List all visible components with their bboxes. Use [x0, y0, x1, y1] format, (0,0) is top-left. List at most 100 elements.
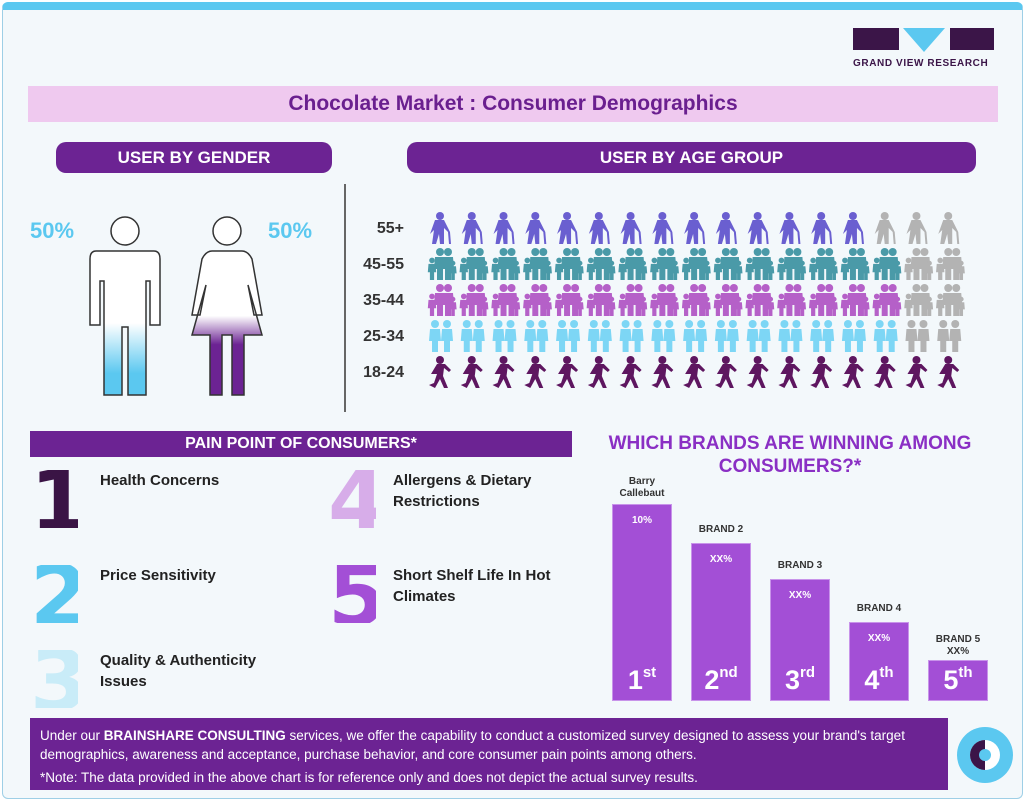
family-icon — [745, 248, 775, 280]
couple-icon — [429, 320, 453, 352]
couple-icon — [937, 320, 962, 352]
banner-note: *Note: The data provided in the above ch… — [40, 770, 698, 785]
running-person-icon — [460, 356, 483, 388]
elderly-person-icon — [715, 212, 737, 244]
logo-text: GRAND VIEW RESEARCH — [853, 58, 989, 69]
running-person-icon — [810, 356, 833, 388]
elderly-person-icon — [874, 212, 896, 244]
family-icon — [554, 248, 584, 280]
family-icon — [872, 248, 902, 280]
family-icon — [523, 248, 552, 280]
brand-rank: 3rd — [784, 664, 816, 695]
brand-label: Barry Callebaut — [612, 476, 672, 500]
pain-point-label: Allergens & Dietary Restrictions — [393, 472, 532, 510]
consulting-banner: Under our BRAINSHARE CONSULTING services… — [30, 718, 948, 790]
brand-value: XX% — [788, 590, 812, 601]
pain-point-number: 4 — [328, 470, 376, 528]
brand-name: BRAND 2 — [698, 524, 744, 535]
brand-bar: 10% 1st — [612, 504, 672, 701]
family-icon — [491, 248, 521, 280]
pain-point-label: Health Concerns — [100, 472, 220, 489]
family-icon — [808, 248, 838, 280]
couple-icon — [810, 320, 835, 352]
female-percent: 50% — [268, 218, 313, 243]
brand-label: BRAND 4 — [839, 603, 919, 615]
brand-rank: 1st — [627, 664, 657, 695]
age-pictogram-row — [429, 320, 962, 352]
banner-text: Under our — [40, 728, 104, 743]
age-label: 55+ — [376, 220, 404, 237]
brand-name: BRAND 5 — [935, 634, 981, 645]
age-heading: USER BY AGE GROUP — [407, 142, 976, 173]
male-icon — [89, 216, 161, 396]
elderly-person-icon — [620, 212, 642, 244]
banner-text: services, we offer the capability to con… — [40, 728, 905, 762]
family-icon — [491, 284, 521, 316]
family-icon — [618, 284, 648, 316]
couple-icon — [841, 320, 866, 352]
running-person-icon — [714, 356, 737, 388]
running-person-icon — [683, 356, 706, 388]
logo-block — [853, 28, 899, 50]
pain-points-heading: PAIN POINT OF CONSUMERS* — [30, 431, 572, 457]
family-icon — [586, 248, 616, 280]
brand-bar: XX% 2nd — [691, 543, 751, 701]
running-person-icon — [587, 356, 610, 388]
elderly-person-icon — [938, 212, 960, 244]
running-person-icon — [429, 356, 451, 388]
elderly-person-icon — [652, 212, 674, 244]
family-icon — [650, 284, 679, 316]
brand-value: XX% — [709, 554, 733, 565]
family-icon — [745, 284, 775, 316]
couple-icon — [460, 320, 485, 352]
brainshare-icon — [957, 727, 1013, 783]
brand-bar: XX% 4th — [849, 622, 909, 701]
couple-icon — [524, 320, 549, 352]
female-icon — [191, 216, 263, 396]
family-icon — [650, 248, 679, 280]
couple-icon — [651, 320, 676, 352]
couple-icon — [873, 320, 898, 352]
family-icon — [840, 284, 870, 316]
running-person-icon — [778, 356, 801, 388]
age-label: 35-44 — [363, 292, 404, 309]
elderly-person-icon — [430, 212, 451, 244]
running-person-icon — [905, 356, 928, 388]
family-icon — [554, 284, 584, 316]
age-pictogram-row — [430, 212, 960, 244]
elderly-person-icon — [588, 212, 610, 244]
pain-point-label: Price Sensitivity — [100, 567, 216, 584]
running-person-icon — [651, 356, 674, 388]
male-percent: 50% — [30, 218, 75, 243]
elderly-person-icon — [842, 212, 864, 244]
logo-triangle-icon — [903, 28, 945, 52]
brand-rank: 2nd — [704, 664, 738, 695]
running-person-icon — [937, 356, 960, 388]
couple-icon — [714, 320, 739, 352]
family-icon — [904, 248, 934, 280]
age-pictogram-row — [427, 248, 965, 280]
pain-point-number: 3 — [30, 650, 78, 708]
age-pictogram-row — [427, 284, 965, 316]
divider — [344, 184, 346, 412]
elderly-person-icon — [525, 212, 547, 244]
couple-icon — [778, 320, 803, 352]
elderly-person-icon — [461, 212, 483, 244]
page-title: Chocolate Market : Consumer Demographics — [28, 86, 998, 122]
brand-value: XX% — [867, 633, 891, 644]
pain-point-label: Short Shelf Life In Hot Climates — [393, 567, 551, 605]
couple-icon — [746, 320, 771, 352]
gender-heading: USER BY GENDER — [56, 142, 332, 173]
brands-heading: WHICH BRANDS ARE WINNING AMONG CONSUMERS… — [608, 433, 972, 477]
family-icon — [936, 248, 965, 280]
brand-name: Barry Callebaut — [619, 476, 665, 499]
family-icon — [618, 248, 648, 280]
age-pictogram-row — [429, 356, 960, 388]
pain-point-number: 5 — [328, 565, 376, 623]
age-label: 45-55 — [363, 256, 404, 273]
couple-icon — [556, 320, 581, 352]
brand-value: XX% — [946, 646, 970, 657]
age-label: 18-24 — [363, 364, 404, 381]
couple-icon — [683, 320, 708, 352]
running-person-icon — [556, 356, 579, 388]
